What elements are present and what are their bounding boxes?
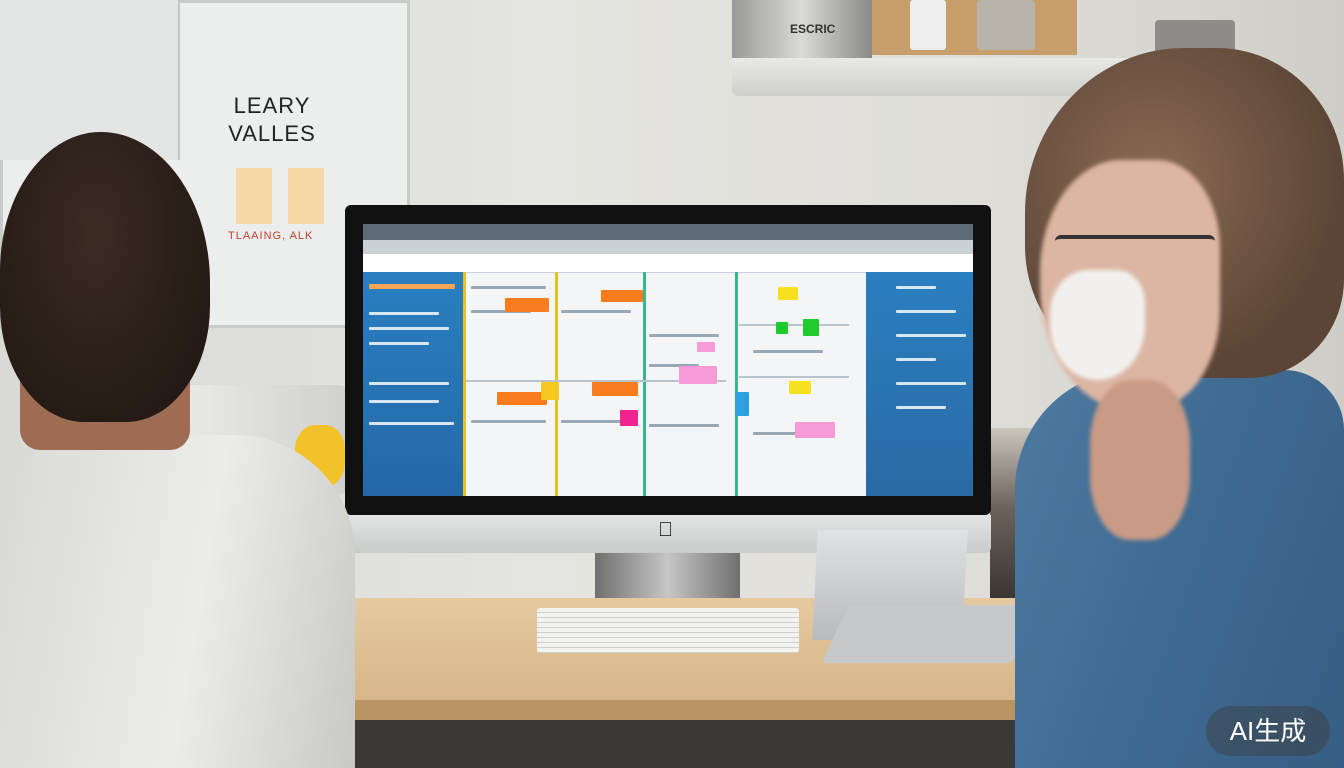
sticky-note-yellow[interactable] bbox=[789, 381, 811, 394]
desk-underside bbox=[340, 720, 1040, 768]
laptop-base bbox=[821, 605, 1039, 663]
person-left-head bbox=[0, 132, 210, 422]
sticky-note-orange[interactable] bbox=[497, 392, 547, 405]
poster-note bbox=[288, 168, 324, 224]
column-divider bbox=[643, 272, 646, 496]
face-mask bbox=[1050, 270, 1145, 380]
poster-note bbox=[236, 168, 272, 224]
board-header bbox=[363, 254, 973, 273]
column-divider bbox=[463, 272, 466, 496]
left-sidebar bbox=[363, 272, 463, 496]
row-divider bbox=[739, 324, 849, 326]
ai-generated-watermark: AI生成 bbox=[1206, 706, 1330, 756]
apple-logo-icon:  bbox=[658, 519, 673, 542]
desk-edge bbox=[340, 700, 1040, 720]
canister bbox=[732, 0, 872, 58]
right-sidebar bbox=[866, 272, 973, 496]
row-divider bbox=[466, 380, 726, 382]
sticky-note-magenta[interactable] bbox=[620, 410, 638, 426]
box bbox=[872, 0, 1077, 55]
poster-footer: TLAAING, ALK bbox=[228, 230, 314, 242]
person-right-hand bbox=[1090, 380, 1190, 540]
window-titlebar bbox=[363, 224, 973, 240]
sticky-note-pink[interactable] bbox=[795, 422, 835, 438]
jar bbox=[977, 0, 1035, 50]
sticky-note-yellow[interactable] bbox=[778, 287, 798, 300]
sticky-note-orange[interactable] bbox=[601, 290, 643, 302]
row-divider bbox=[739, 376, 849, 378]
sticky-note-orange[interactable] bbox=[505, 298, 549, 312]
canister-label: ESCRIC bbox=[790, 22, 836, 36]
sticky-note-green[interactable] bbox=[803, 319, 819, 336]
sticky-note-blue[interactable] bbox=[735, 392, 749, 416]
jar bbox=[910, 0, 946, 50]
column-divider bbox=[735, 272, 738, 496]
poster-title: LEARY VALLES bbox=[228, 93, 316, 146]
person-left-shirt bbox=[0, 435, 355, 768]
sticky-note-green[interactable] bbox=[776, 322, 788, 334]
sticky-note-pink[interactable] bbox=[679, 366, 717, 384]
monitor-screen bbox=[363, 224, 973, 496]
sticky-note-orange[interactable] bbox=[592, 382, 638, 396]
sticky-note-yellow[interactable] bbox=[541, 382, 559, 400]
sticky-note-pink[interactable] bbox=[697, 342, 715, 352]
paper-stack bbox=[537, 608, 799, 653]
window-toolbar bbox=[363, 240, 973, 254]
glasses bbox=[1055, 235, 1215, 249]
